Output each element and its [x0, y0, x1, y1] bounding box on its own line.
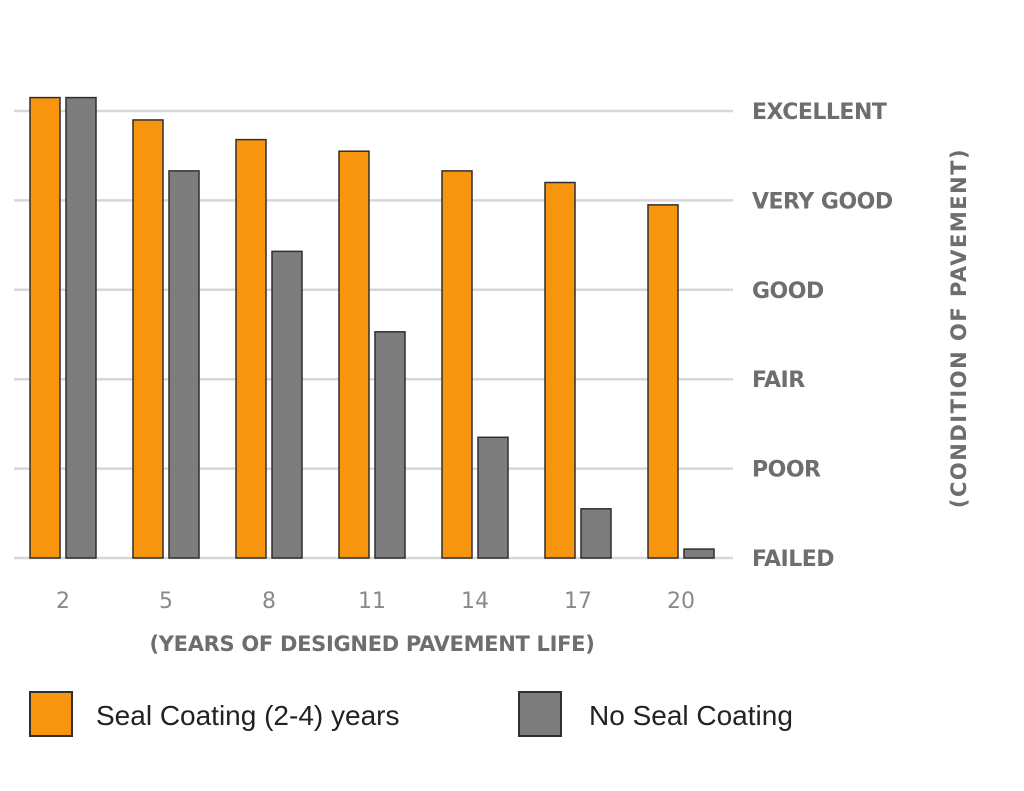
bar-seal-coating-17 — [544, 181, 576, 559]
level-label-excellent: EXCELLENT — [752, 100, 887, 125]
x-tick-label-8: 8 — [262, 589, 276, 614]
level-label-good: GOOD — [752, 279, 824, 304]
x-tick-label-5: 5 — [159, 589, 173, 614]
x-tick-labels: 2 5 8 11 14 17 20 — [56, 589, 695, 614]
bar-no-seal-coating-17 — [580, 508, 612, 559]
x-tick-label-11: 11 — [358, 589, 386, 614]
bar-no-seal-coating-2 — [65, 96, 97, 559]
legend-label-seal-coating: Seal Coating (2-4) years — [96, 700, 399, 731]
bar-seal-coating-5 — [132, 119, 164, 559]
bar-seal-coating-8 — [235, 138, 267, 559]
bar-seal-coating-14 — [441, 170, 473, 559]
legend: Seal Coating (2-4) years No Seal Coating — [29, 691, 793, 737]
level-label-fair: FAIR — [752, 368, 805, 393]
level-label-very-good: VERY GOOD — [752, 189, 893, 214]
bar-seal-coating-20 — [647, 204, 679, 559]
bar-no-seal-coating-8 — [271, 250, 303, 559]
bar-no-seal-coating-5 — [168, 170, 200, 559]
bar-seal-coating-2 — [29, 96, 61, 559]
gridlines — [14, 109, 733, 560]
legend-label-no-seal-coating: No Seal Coating — [589, 700, 793, 731]
y-axis-title: (CONDITION OF PAVEMENT) — [947, 148, 971, 508]
bar-seal-coating-11 — [338, 150, 370, 559]
x-tick-label-17: 17 — [564, 589, 592, 614]
condition-level-labels: FAILED POOR FAIR GOOD VERY GOOD EXCELLENT — [752, 100, 893, 572]
legend-swatch-seal-coating — [29, 691, 73, 737]
x-tick-label-20: 20 — [667, 589, 695, 614]
bar-no-seal-coating-14 — [477, 436, 509, 559]
bar-no-seal-coating-11 — [374, 331, 406, 559]
x-tick-label-2: 2 — [56, 589, 70, 614]
level-label-poor: POOR — [752, 458, 821, 483]
x-tick-label-14: 14 — [461, 589, 489, 614]
bar-no-seal-coating-20 — [683, 548, 715, 559]
legend-swatch-no-seal-coating — [518, 691, 562, 737]
x-axis-title: (YEARS OF DESIGNED PAVEMENT LIFE) — [149, 632, 594, 656]
level-label-failed: FAILED — [752, 547, 834, 572]
bars — [29, 96, 715, 559]
